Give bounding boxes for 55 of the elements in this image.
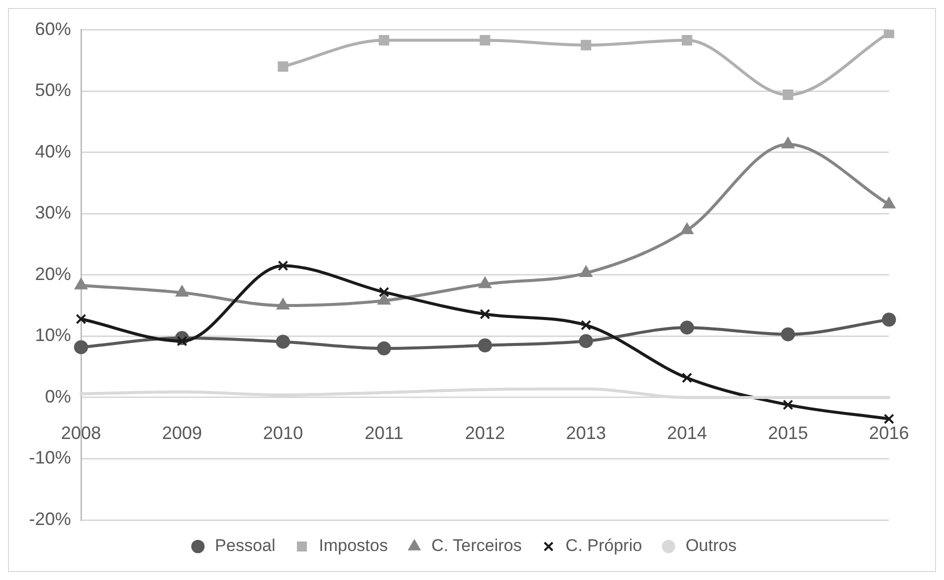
point [680,223,694,234]
y-tick-label: -10% [28,448,72,468]
x-tick-label: 2011 [364,423,404,444]
x-tick-label: 2012 [464,423,506,444]
y-tick-label: 20% [34,264,72,284]
point [176,336,188,346]
x-tick-label: 2009 [162,423,202,444]
point [478,277,492,288]
y-tick-label: 10% [34,325,72,346]
y-tick-label: 30% [34,202,72,223]
x-tick-label: 2010 [262,423,304,444]
point [882,197,896,208]
x-tick-label: 2014 [666,423,708,444]
x-tick-label: 2008 [60,423,102,444]
point [276,298,290,310]
legend-label: Impostos [318,536,388,556]
point [74,278,88,290]
x-tick-label: 2015 [768,423,808,444]
point [278,61,288,72]
point [480,308,490,320]
point [782,90,794,100]
legend-label: C. Terceiros [431,536,522,556]
point [680,320,694,335]
point [378,34,390,46]
point [276,334,290,349]
x-tick-label: 2016 [868,423,909,444]
y-tick-label: 40% [34,141,72,162]
point [480,34,490,46]
legend-label: Outros [686,536,737,556]
point [580,266,592,278]
point [882,312,896,327]
point [580,320,592,330]
point [780,327,795,342]
point [580,40,592,50]
point [74,340,88,354]
point [884,414,894,424]
point [378,294,390,305]
point [377,341,392,356]
point [176,286,188,297]
y-tick-label: 60% [34,18,72,39]
point [682,372,692,384]
y-tick-label: 50% [34,80,72,100]
point [682,34,692,46]
point [578,334,593,348]
y-tick-label: 0% [45,386,72,406]
point [782,400,794,410]
legend-label: Pessoal [214,536,276,556]
legend-label: C. Próprio [566,536,642,556]
point [76,314,86,324]
x-tick-label: 2013 [566,423,606,444]
point [378,286,390,298]
point [782,137,794,148]
point [278,260,288,271]
point [478,338,492,352]
y-tick-label: -20% [28,508,72,529]
